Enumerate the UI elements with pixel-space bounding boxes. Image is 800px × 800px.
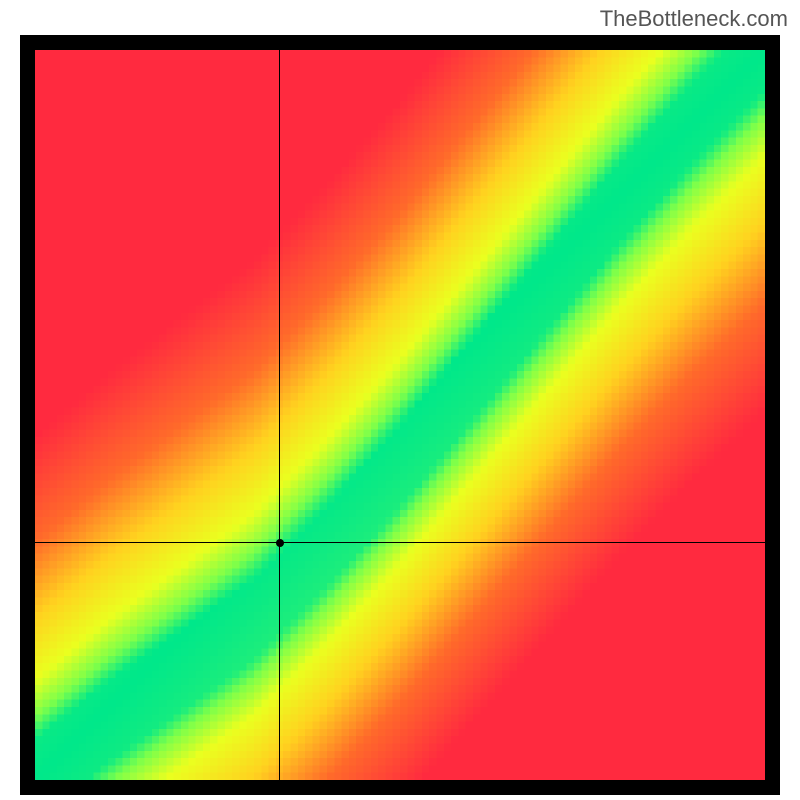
crosshair-vertical <box>279 50 280 780</box>
crosshair-horizontal <box>35 542 765 543</box>
plot-frame <box>20 35 780 795</box>
bottleneck-heatmap <box>35 50 765 780</box>
chart-container: TheBottleneck.com <box>0 0 800 800</box>
watermark-text: TheBottleneck.com <box>600 6 788 32</box>
crosshair-marker <box>276 539 284 547</box>
